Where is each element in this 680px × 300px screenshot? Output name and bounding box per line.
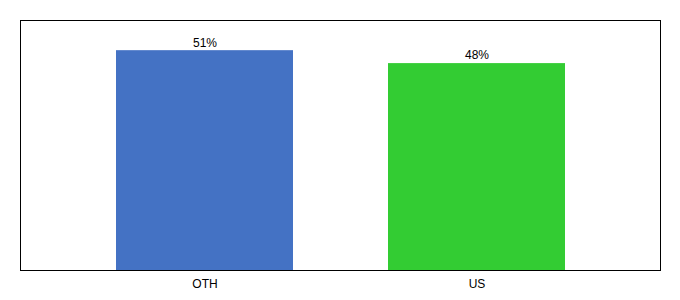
svg-text:51%: 51% (193, 36, 217, 50)
svg-text:US: US (469, 277, 486, 291)
svg-text:OTH: OTH (192, 277, 217, 291)
svg-text:48%: 48% (465, 48, 489, 62)
